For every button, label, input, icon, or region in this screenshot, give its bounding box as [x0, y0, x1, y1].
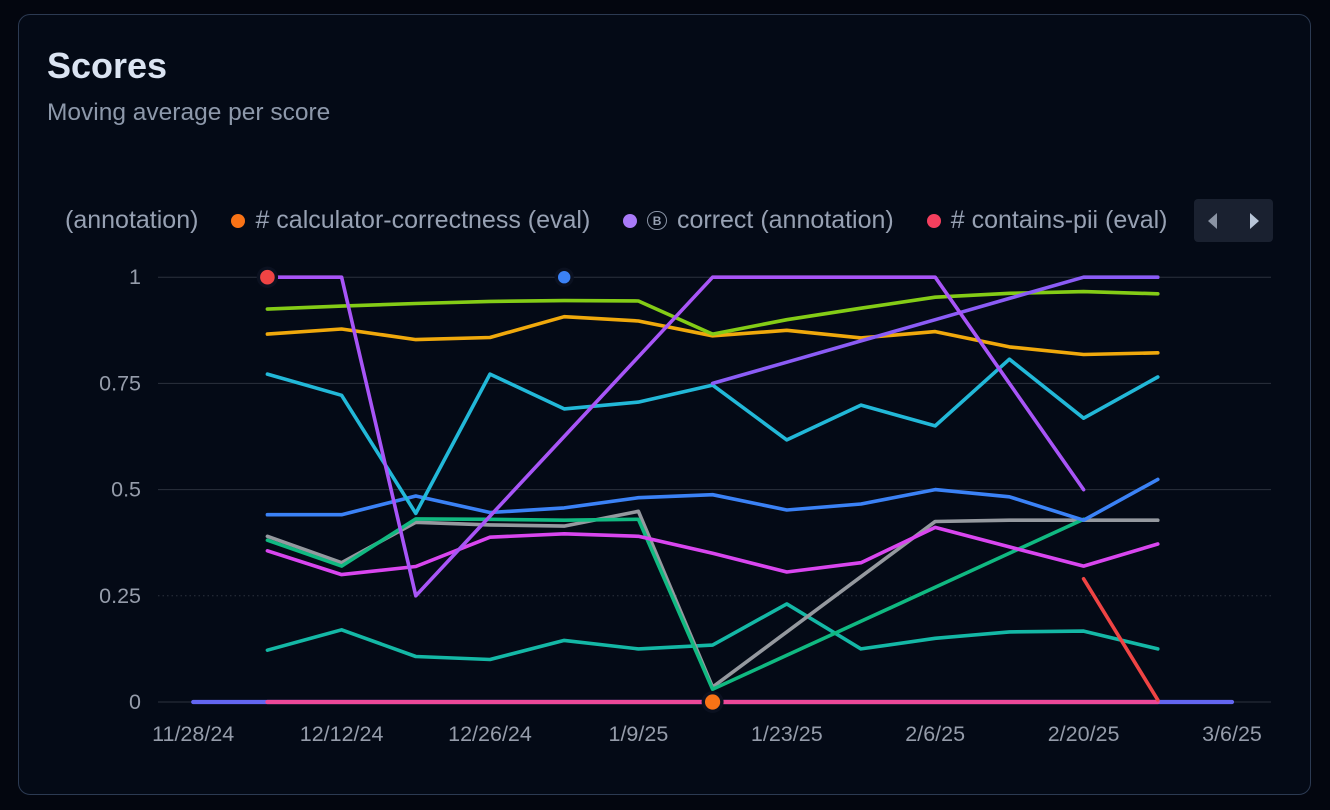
svg-text:0.75: 0.75	[99, 371, 141, 395]
svg-text:1/9/25: 1/9/25	[609, 722, 669, 746]
svg-text:2/6/25: 2/6/25	[905, 722, 965, 746]
svg-text:12/12/24: 12/12/24	[300, 722, 384, 746]
svg-text:11/28/24: 11/28/24	[152, 722, 234, 746]
svg-text:0: 0	[129, 690, 141, 714]
svg-text:0.5: 0.5	[111, 478, 141, 502]
svg-text:1/23/25: 1/23/25	[751, 722, 823, 746]
svg-text:0.25: 0.25	[99, 584, 141, 608]
svg-text:2/20/25: 2/20/25	[1048, 722, 1120, 746]
svg-text:3/6/25: 3/6/25	[1202, 722, 1262, 746]
svg-text:1: 1	[129, 265, 141, 289]
svg-text:12/26/24: 12/26/24	[448, 722, 532, 746]
